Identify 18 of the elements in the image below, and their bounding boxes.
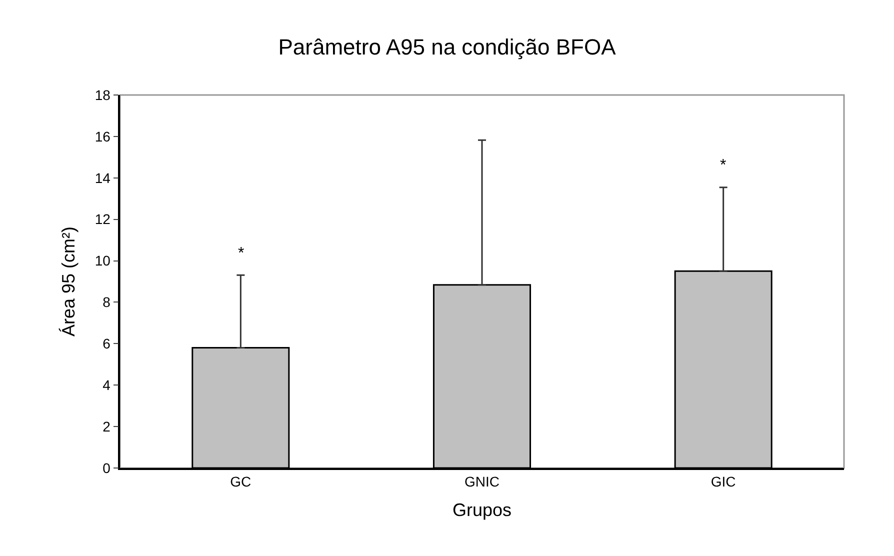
x-tick-label: GC	[230, 474, 252, 490]
y-tick-label: 14	[94, 170, 111, 186]
y-axis-title: Área 95 (cm²)	[58, 226, 79, 337]
x-axis-title: Grupos	[452, 500, 512, 520]
y-tick-label: 18	[94, 86, 111, 103]
y-tick-label: 0	[102, 460, 111, 476]
chart-title: Parâmetro A95 na condição BFOA	[278, 34, 616, 60]
x-tick-label: GIC	[710, 474, 736, 490]
y-tick-label: 2	[102, 418, 111, 434]
y-tick-label: 4	[102, 377, 111, 394]
annotation: *	[238, 245, 244, 262]
y-tick-label: 6	[102, 336, 111, 352]
x-tick-label: GNIC	[464, 474, 500, 490]
annotation: *	[720, 157, 726, 174]
y-tick-label: 12	[94, 211, 111, 228]
y-tick-label: 16	[94, 128, 111, 144]
y-tick-label: 10	[94, 252, 111, 269]
y-tick-label: 8	[102, 294, 111, 310]
